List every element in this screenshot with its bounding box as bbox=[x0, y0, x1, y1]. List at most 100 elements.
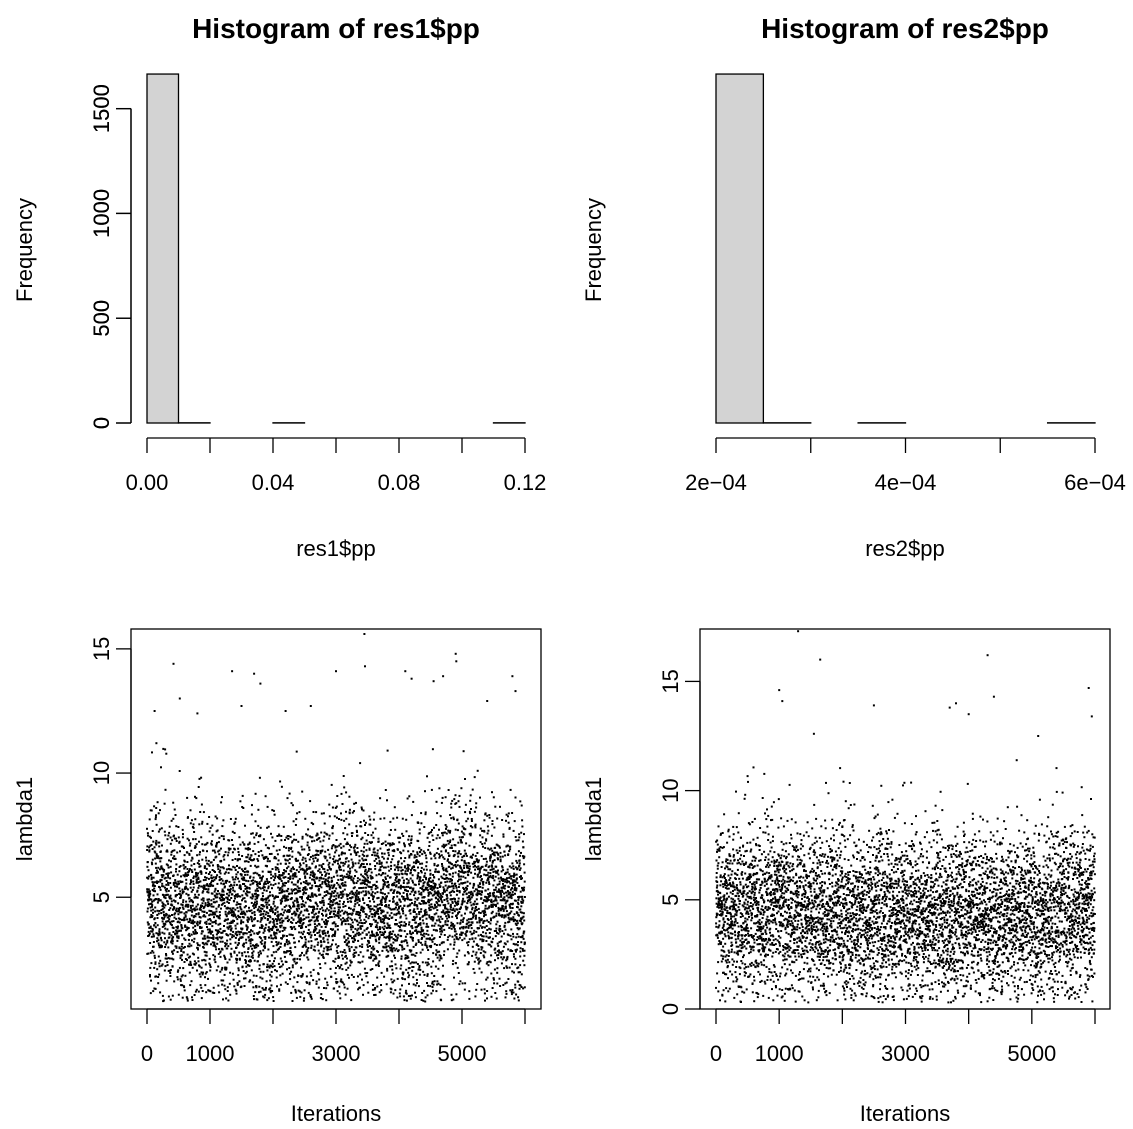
scatter-point bbox=[390, 888, 393, 891]
scatter-point bbox=[369, 936, 372, 939]
scatter-point bbox=[275, 849, 278, 852]
scatter-point bbox=[406, 882, 409, 885]
scatter-point bbox=[414, 916, 417, 919]
scatter-point bbox=[335, 897, 338, 900]
scatter-point bbox=[426, 994, 429, 997]
scatter-point bbox=[349, 964, 352, 967]
scatter-point bbox=[321, 845, 324, 848]
scatter-point bbox=[334, 943, 337, 946]
scatter-point bbox=[252, 950, 255, 953]
scatter-point bbox=[219, 866, 222, 869]
scatter-point bbox=[358, 891, 360, 894]
scatter-point bbox=[377, 933, 380, 936]
scatter-point bbox=[311, 836, 314, 839]
scatter-point bbox=[397, 869, 400, 872]
scatter-point bbox=[358, 855, 361, 858]
scatter-point bbox=[328, 866, 331, 868]
scatter-point bbox=[419, 968, 422, 971]
scatter-point bbox=[430, 885, 432, 887]
scatter-point bbox=[379, 909, 382, 912]
scatter-point bbox=[271, 868, 274, 870]
scatter-point bbox=[269, 916, 272, 919]
scatter-point bbox=[188, 971, 191, 974]
scatter-point bbox=[292, 918, 295, 921]
scatter-point bbox=[270, 975, 273, 978]
scatter-point bbox=[353, 908, 356, 911]
scatter-point bbox=[219, 950, 222, 953]
scatter-point bbox=[452, 885, 455, 887]
scatter-point bbox=[195, 881, 198, 884]
scatter-point bbox=[278, 874, 281, 876]
scatter-point bbox=[171, 904, 174, 907]
scatter-point bbox=[439, 904, 442, 907]
scatter-point bbox=[334, 845, 337, 848]
scatter-point bbox=[397, 880, 400, 882]
scatter-point bbox=[334, 957, 337, 960]
scatter-point bbox=[161, 876, 164, 879]
scatter-point bbox=[421, 934, 424, 937]
scatter-point bbox=[344, 852, 346, 855]
scatter-point bbox=[389, 907, 392, 910]
scatter-point bbox=[212, 936, 215, 939]
scatter-point bbox=[212, 858, 215, 861]
scatter-point bbox=[155, 823, 158, 826]
scatter-point bbox=[207, 891, 210, 894]
scatter-point bbox=[304, 860, 307, 863]
scatter-point bbox=[182, 833, 184, 836]
scatter-point bbox=[185, 903, 188, 906]
scatter-point bbox=[242, 916, 245, 919]
scatter-point bbox=[319, 883, 322, 886]
scatter-point bbox=[327, 941, 330, 944]
scatter-point bbox=[346, 841, 349, 844]
scatter-point bbox=[309, 923, 312, 926]
scatter-point bbox=[367, 881, 370, 884]
scatter-point bbox=[297, 916, 300, 919]
scatter-point bbox=[352, 931, 355, 934]
scatter-point bbox=[164, 834, 167, 837]
scatter-point bbox=[394, 868, 396, 871]
scatter-point bbox=[390, 949, 393, 952]
scatter-point bbox=[371, 841, 373, 844]
scatter-point bbox=[278, 889, 281, 892]
scatter-point bbox=[150, 861, 153, 864]
scatter-point bbox=[209, 930, 212, 933]
scatter-point bbox=[207, 859, 210, 862]
scatter-point bbox=[348, 948, 351, 950]
scatter-point bbox=[301, 889, 304, 891]
scatter-point bbox=[432, 952, 435, 955]
scatter-point bbox=[226, 854, 229, 857]
scatter-point bbox=[251, 956, 254, 959]
scatter-point bbox=[249, 883, 252, 886]
scatter-point bbox=[384, 840, 387, 843]
scatter-point bbox=[258, 930, 261, 933]
scatter-point bbox=[149, 925, 152, 928]
scatter-point bbox=[378, 936, 381, 939]
scatter-point bbox=[389, 965, 392, 968]
scatter-point bbox=[231, 859, 234, 861]
scatter-point bbox=[243, 985, 246, 987]
scatter-point bbox=[236, 954, 239, 957]
scatter-point bbox=[219, 970, 222, 973]
scatter-point bbox=[359, 914, 362, 917]
scatter-point bbox=[220, 878, 223, 880]
scatter-point bbox=[295, 838, 298, 841]
scatter-point bbox=[343, 786, 346, 789]
scatter-point bbox=[378, 926, 381, 929]
scatter-point bbox=[203, 950, 206, 953]
scatter-point bbox=[207, 863, 210, 866]
scatter-point bbox=[427, 963, 430, 966]
scatter-point bbox=[224, 910, 227, 913]
scatter-point bbox=[412, 966, 415, 968]
scatter-point bbox=[281, 908, 284, 911]
scatter-point bbox=[449, 841, 451, 843]
scatter-point bbox=[448, 891, 451, 894]
scatter-point bbox=[163, 932, 166, 935]
scatter-point bbox=[195, 880, 198, 883]
scatter-point bbox=[162, 903, 165, 906]
scatter-point bbox=[276, 867, 279, 869]
scatter-point bbox=[328, 853, 331, 856]
scatter-point bbox=[211, 913, 214, 916]
scatter-point bbox=[317, 949, 320, 952]
scatter-point bbox=[345, 817, 348, 820]
scatter-point bbox=[409, 912, 412, 915]
